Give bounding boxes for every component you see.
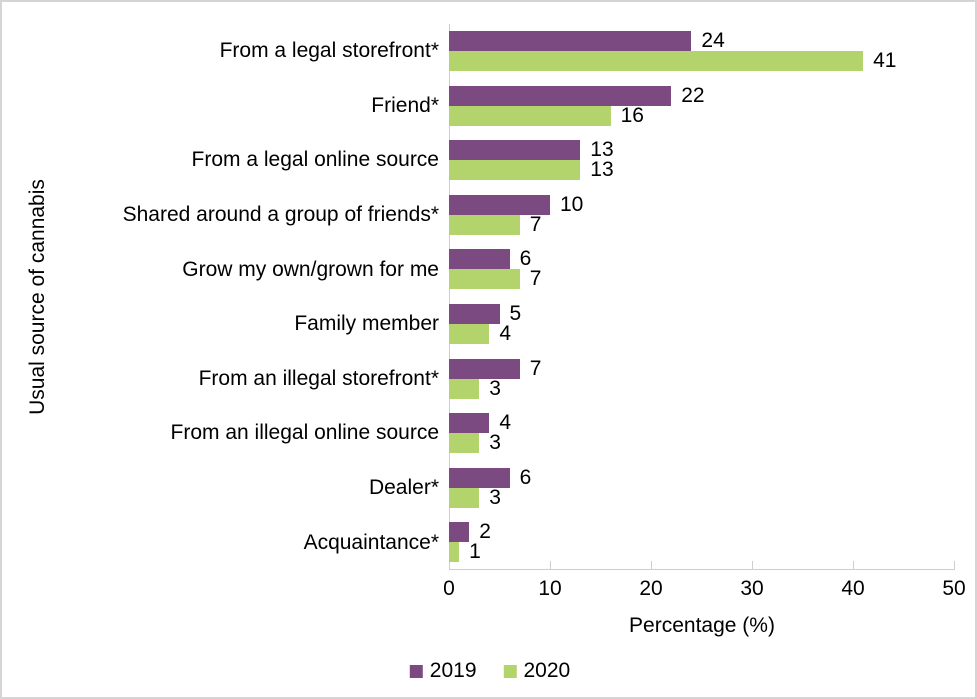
bar-2020-from-a-legal-online-source xyxy=(449,160,581,181)
bar-2020-acquaintance xyxy=(449,542,460,563)
value-label-2019-from-an-illegal-online-source: 4 xyxy=(499,411,512,435)
value-label-2020-acquaintance: 1 xyxy=(469,540,481,564)
bar-2020-from-an-illegal-storefront xyxy=(449,378,480,399)
bar-2019-acquaintance xyxy=(449,522,470,543)
x-tick-mark xyxy=(752,561,753,569)
category-label-from-a-legal-storefront: From a legal storefront* xyxy=(219,39,439,63)
value-label-2020-from-an-illegal-storefront: 3 xyxy=(489,376,501,400)
value-label-2019-from-a-legal-online-source: 13 xyxy=(590,138,614,162)
bar-2019-from-an-illegal-online-source xyxy=(449,413,490,434)
x-tick-mark xyxy=(651,561,652,569)
legend-swatch-2020 xyxy=(503,664,517,678)
x-tick-label: 0 xyxy=(443,577,455,600)
value-label-2019-grow-my-own-grown-for-me: 6 xyxy=(519,247,532,271)
bar-2020-dealer xyxy=(449,487,480,508)
bar-2019-shared-around-a-group-of-friends xyxy=(449,194,550,215)
legend-item-2019: 2019 xyxy=(409,659,477,683)
bar-2019-from-a-legal-online-source xyxy=(449,140,581,161)
bar-2020-from-a-legal-storefront xyxy=(449,51,864,71)
x-tick-mark xyxy=(449,561,450,569)
bar-2020-friend xyxy=(449,105,611,126)
x-tick-label: 40 xyxy=(841,577,865,600)
x-tick-mark xyxy=(853,561,854,569)
bar-2020-shared-around-a-group-of-friends xyxy=(449,214,520,235)
x-axis-line xyxy=(449,569,955,570)
value-label-2019-acquaintance: 2 xyxy=(479,520,491,544)
value-label-2020-friend: 16 xyxy=(620,103,644,127)
legend-item-2020: 2020 xyxy=(503,659,571,683)
bar-2019-grow-my-own-grown-for-me xyxy=(449,249,510,270)
legend-label-2020: 2020 xyxy=(523,659,571,682)
category-label-dealer: Dealer* xyxy=(368,476,439,500)
x-tick-mark xyxy=(954,561,955,569)
category-label-family-member: Family member xyxy=(294,312,439,336)
legend-swatch-2019 xyxy=(409,664,423,678)
bar-2020-from-an-illegal-online-source xyxy=(449,433,480,454)
bar-2020-grow-my-own-grown-for-me xyxy=(449,269,520,290)
x-tick-mark xyxy=(550,561,551,569)
legend: 2019 2020 xyxy=(409,659,571,683)
bar-2019-family-member xyxy=(449,304,500,324)
bar-2019-from-an-illegal-storefront xyxy=(449,358,520,379)
x-tick-label: 10 xyxy=(538,577,562,600)
x-tick-label: 50 xyxy=(942,577,966,600)
value-label-2020-from-a-legal-storefront: 41 xyxy=(873,49,897,72)
value-label-2020-from-a-legal-online-source: 13 xyxy=(590,158,614,182)
value-label-2019-dealer: 6 xyxy=(519,465,532,489)
value-label-2019-shared-around-a-group-of-friends: 10 xyxy=(560,192,584,216)
value-label-2019-family-member: 5 xyxy=(509,302,522,325)
category-label-from-an-illegal-storefront: From an illegal storefront* xyxy=(198,366,439,390)
bar-2019-friend xyxy=(449,85,672,106)
category-label-from-a-legal-online-source: From a legal online source xyxy=(191,148,439,172)
category-label-from-an-illegal-online-source: From an illegal online source xyxy=(170,421,439,445)
y-axis-line xyxy=(449,24,450,570)
category-label-friend: Friend* xyxy=(371,93,439,117)
bar-2020-family-member xyxy=(449,324,490,344)
legend-label-2019: 2019 xyxy=(429,659,477,682)
value-label-2020-family-member: 4 xyxy=(499,322,512,345)
value-label-2020-grow-my-own-grown-for-me: 7 xyxy=(529,267,542,291)
value-label-2020-from-an-illegal-online-source: 3 xyxy=(489,431,501,455)
value-label-2019-from-an-illegal-storefront: 7 xyxy=(529,356,542,380)
x-tick-label: 30 xyxy=(740,577,764,600)
x-axis-title: Percentage (%) xyxy=(629,614,775,637)
bar-2019-dealer xyxy=(449,467,510,488)
category-label-shared-around-a-group-of-friends: Shared around a group of friends* xyxy=(122,203,439,227)
category-label-acquaintance: Acquaintance* xyxy=(303,530,439,554)
value-label-2020-shared-around-a-group-of-friends: 7 xyxy=(529,212,542,236)
value-label-2019-friend: 22 xyxy=(681,83,705,107)
value-label-2020-dealer: 3 xyxy=(489,485,501,509)
value-label-2019-from-a-legal-storefront: 24 xyxy=(701,29,725,52)
bar-2019-from-a-legal-storefront xyxy=(449,31,692,51)
x-tick-label: 20 xyxy=(639,577,663,600)
category-label-grow-my-own-grown-for-me: Grow my own/grown for me xyxy=(182,257,439,281)
